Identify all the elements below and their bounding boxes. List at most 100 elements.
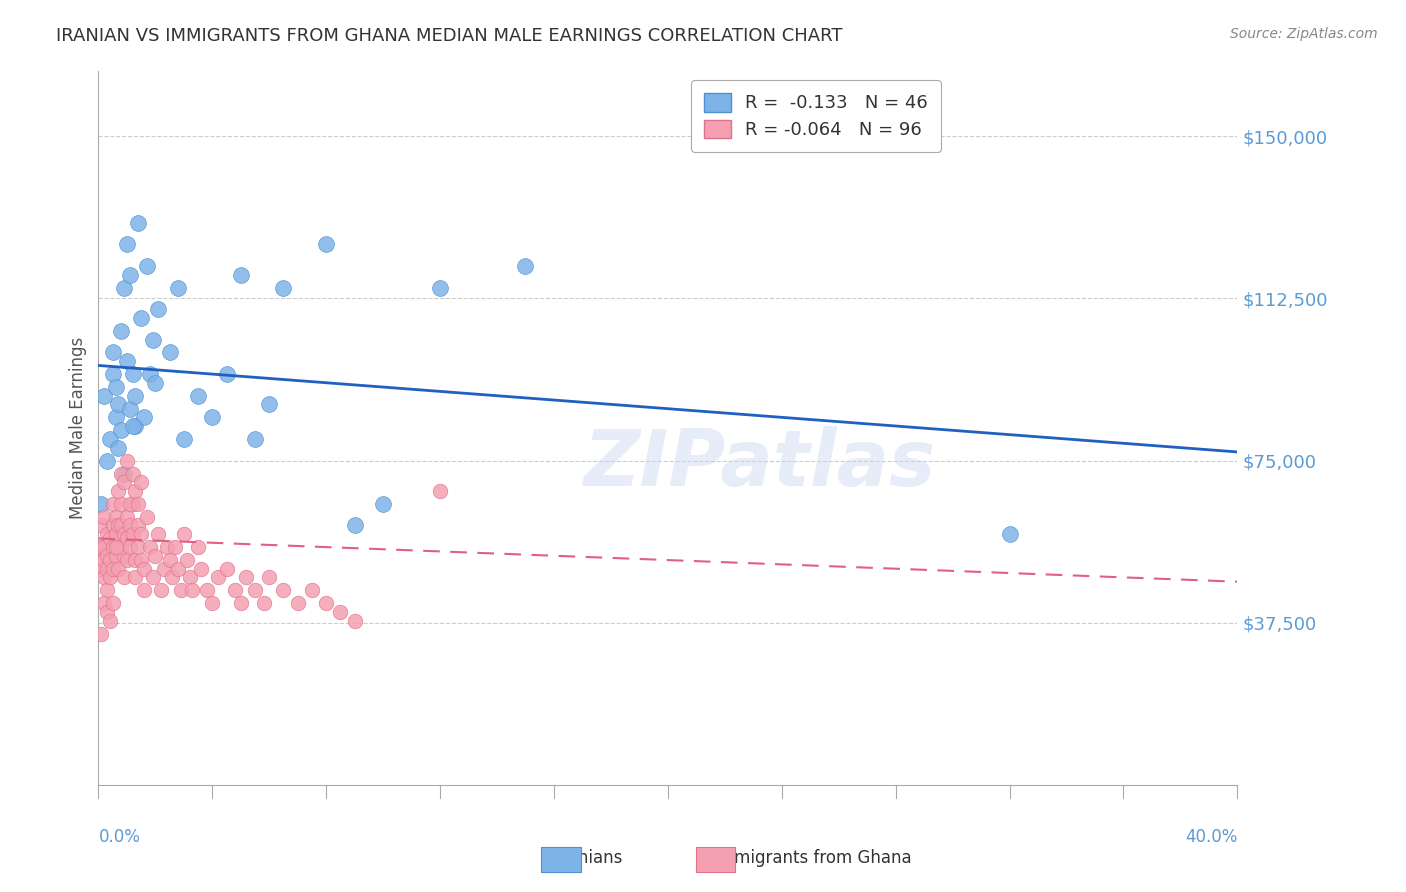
Point bbox=[170, 583, 193, 598]
Point bbox=[148, 302, 170, 317]
Point bbox=[98, 570, 121, 584]
Point bbox=[135, 259, 157, 273]
Point bbox=[156, 540, 179, 554]
Point bbox=[998, 527, 1021, 541]
Point bbox=[112, 475, 135, 490]
Point bbox=[104, 549, 127, 563]
Point bbox=[101, 540, 124, 554]
Point bbox=[127, 497, 149, 511]
Point bbox=[110, 423, 132, 437]
Point bbox=[207, 570, 229, 584]
Point bbox=[93, 389, 115, 403]
Point bbox=[112, 527, 135, 541]
Point bbox=[107, 441, 129, 455]
Point bbox=[124, 553, 146, 567]
Point bbox=[96, 583, 118, 598]
Point bbox=[101, 562, 124, 576]
Point bbox=[273, 583, 295, 598]
Point bbox=[129, 527, 152, 541]
Point bbox=[429, 280, 451, 294]
Point bbox=[101, 518, 124, 533]
Point bbox=[121, 367, 143, 381]
Point bbox=[173, 527, 195, 541]
Point bbox=[287, 596, 309, 610]
Point bbox=[101, 596, 124, 610]
Point bbox=[96, 605, 118, 619]
Point bbox=[159, 345, 181, 359]
Point bbox=[127, 518, 149, 533]
Point bbox=[124, 483, 146, 498]
Point bbox=[101, 345, 124, 359]
Point bbox=[229, 596, 252, 610]
Point bbox=[104, 509, 127, 524]
Point bbox=[187, 389, 209, 403]
Point bbox=[138, 540, 160, 554]
Point bbox=[110, 497, 132, 511]
Point bbox=[112, 467, 135, 481]
Point bbox=[124, 389, 146, 403]
Point bbox=[118, 401, 141, 416]
Point bbox=[132, 583, 155, 598]
Point bbox=[107, 540, 129, 554]
Point bbox=[229, 268, 252, 282]
Point bbox=[90, 518, 112, 533]
Point bbox=[201, 596, 224, 610]
Point bbox=[110, 540, 132, 554]
Legend: R =  -0.133   N = 46, R = -0.064   N = 96: R = -0.133 N = 46, R = -0.064 N = 96 bbox=[692, 80, 941, 152]
Point bbox=[104, 410, 127, 425]
Point bbox=[129, 553, 152, 567]
Point bbox=[107, 518, 129, 533]
Point bbox=[110, 324, 132, 338]
Point bbox=[124, 419, 146, 434]
Point bbox=[201, 410, 224, 425]
Point bbox=[301, 583, 323, 598]
Point bbox=[115, 453, 138, 467]
Point bbox=[112, 570, 135, 584]
Point bbox=[118, 518, 141, 533]
Point bbox=[127, 540, 149, 554]
Point bbox=[135, 509, 157, 524]
Point bbox=[215, 562, 238, 576]
Point bbox=[93, 596, 115, 610]
Text: Iranians: Iranians bbox=[555, 849, 623, 867]
Point bbox=[235, 570, 257, 584]
Point bbox=[167, 562, 190, 576]
Point bbox=[107, 397, 129, 411]
Point bbox=[104, 527, 127, 541]
Point bbox=[179, 570, 201, 584]
Point bbox=[259, 397, 281, 411]
Point bbox=[118, 268, 141, 282]
Point bbox=[259, 570, 281, 584]
Text: Immigrants from Ghana: Immigrants from Ghana bbox=[713, 849, 912, 867]
Point bbox=[273, 280, 295, 294]
Point bbox=[98, 532, 121, 546]
Y-axis label: Median Male Earnings: Median Male Earnings bbox=[69, 337, 87, 519]
Point bbox=[115, 532, 138, 546]
Point bbox=[315, 237, 337, 252]
Point bbox=[118, 497, 141, 511]
Point bbox=[343, 518, 366, 533]
Point bbox=[93, 553, 115, 567]
Point bbox=[243, 432, 266, 446]
Point bbox=[107, 483, 129, 498]
Point bbox=[315, 596, 337, 610]
Point bbox=[101, 367, 124, 381]
Point bbox=[112, 280, 135, 294]
Point bbox=[145, 376, 167, 390]
Point bbox=[159, 553, 181, 567]
Point bbox=[129, 475, 152, 490]
Point bbox=[110, 518, 132, 533]
Point bbox=[165, 540, 187, 554]
Point bbox=[112, 549, 135, 563]
Text: 40.0%: 40.0% bbox=[1185, 828, 1237, 846]
Point bbox=[138, 367, 160, 381]
Point bbox=[515, 259, 537, 273]
Point bbox=[110, 467, 132, 481]
Point bbox=[224, 583, 246, 598]
Point bbox=[115, 237, 138, 252]
Point bbox=[115, 354, 138, 368]
Point bbox=[243, 583, 266, 598]
Point bbox=[141, 333, 163, 347]
Point bbox=[98, 432, 121, 446]
Text: ZIPatlas: ZIPatlas bbox=[583, 425, 935, 502]
